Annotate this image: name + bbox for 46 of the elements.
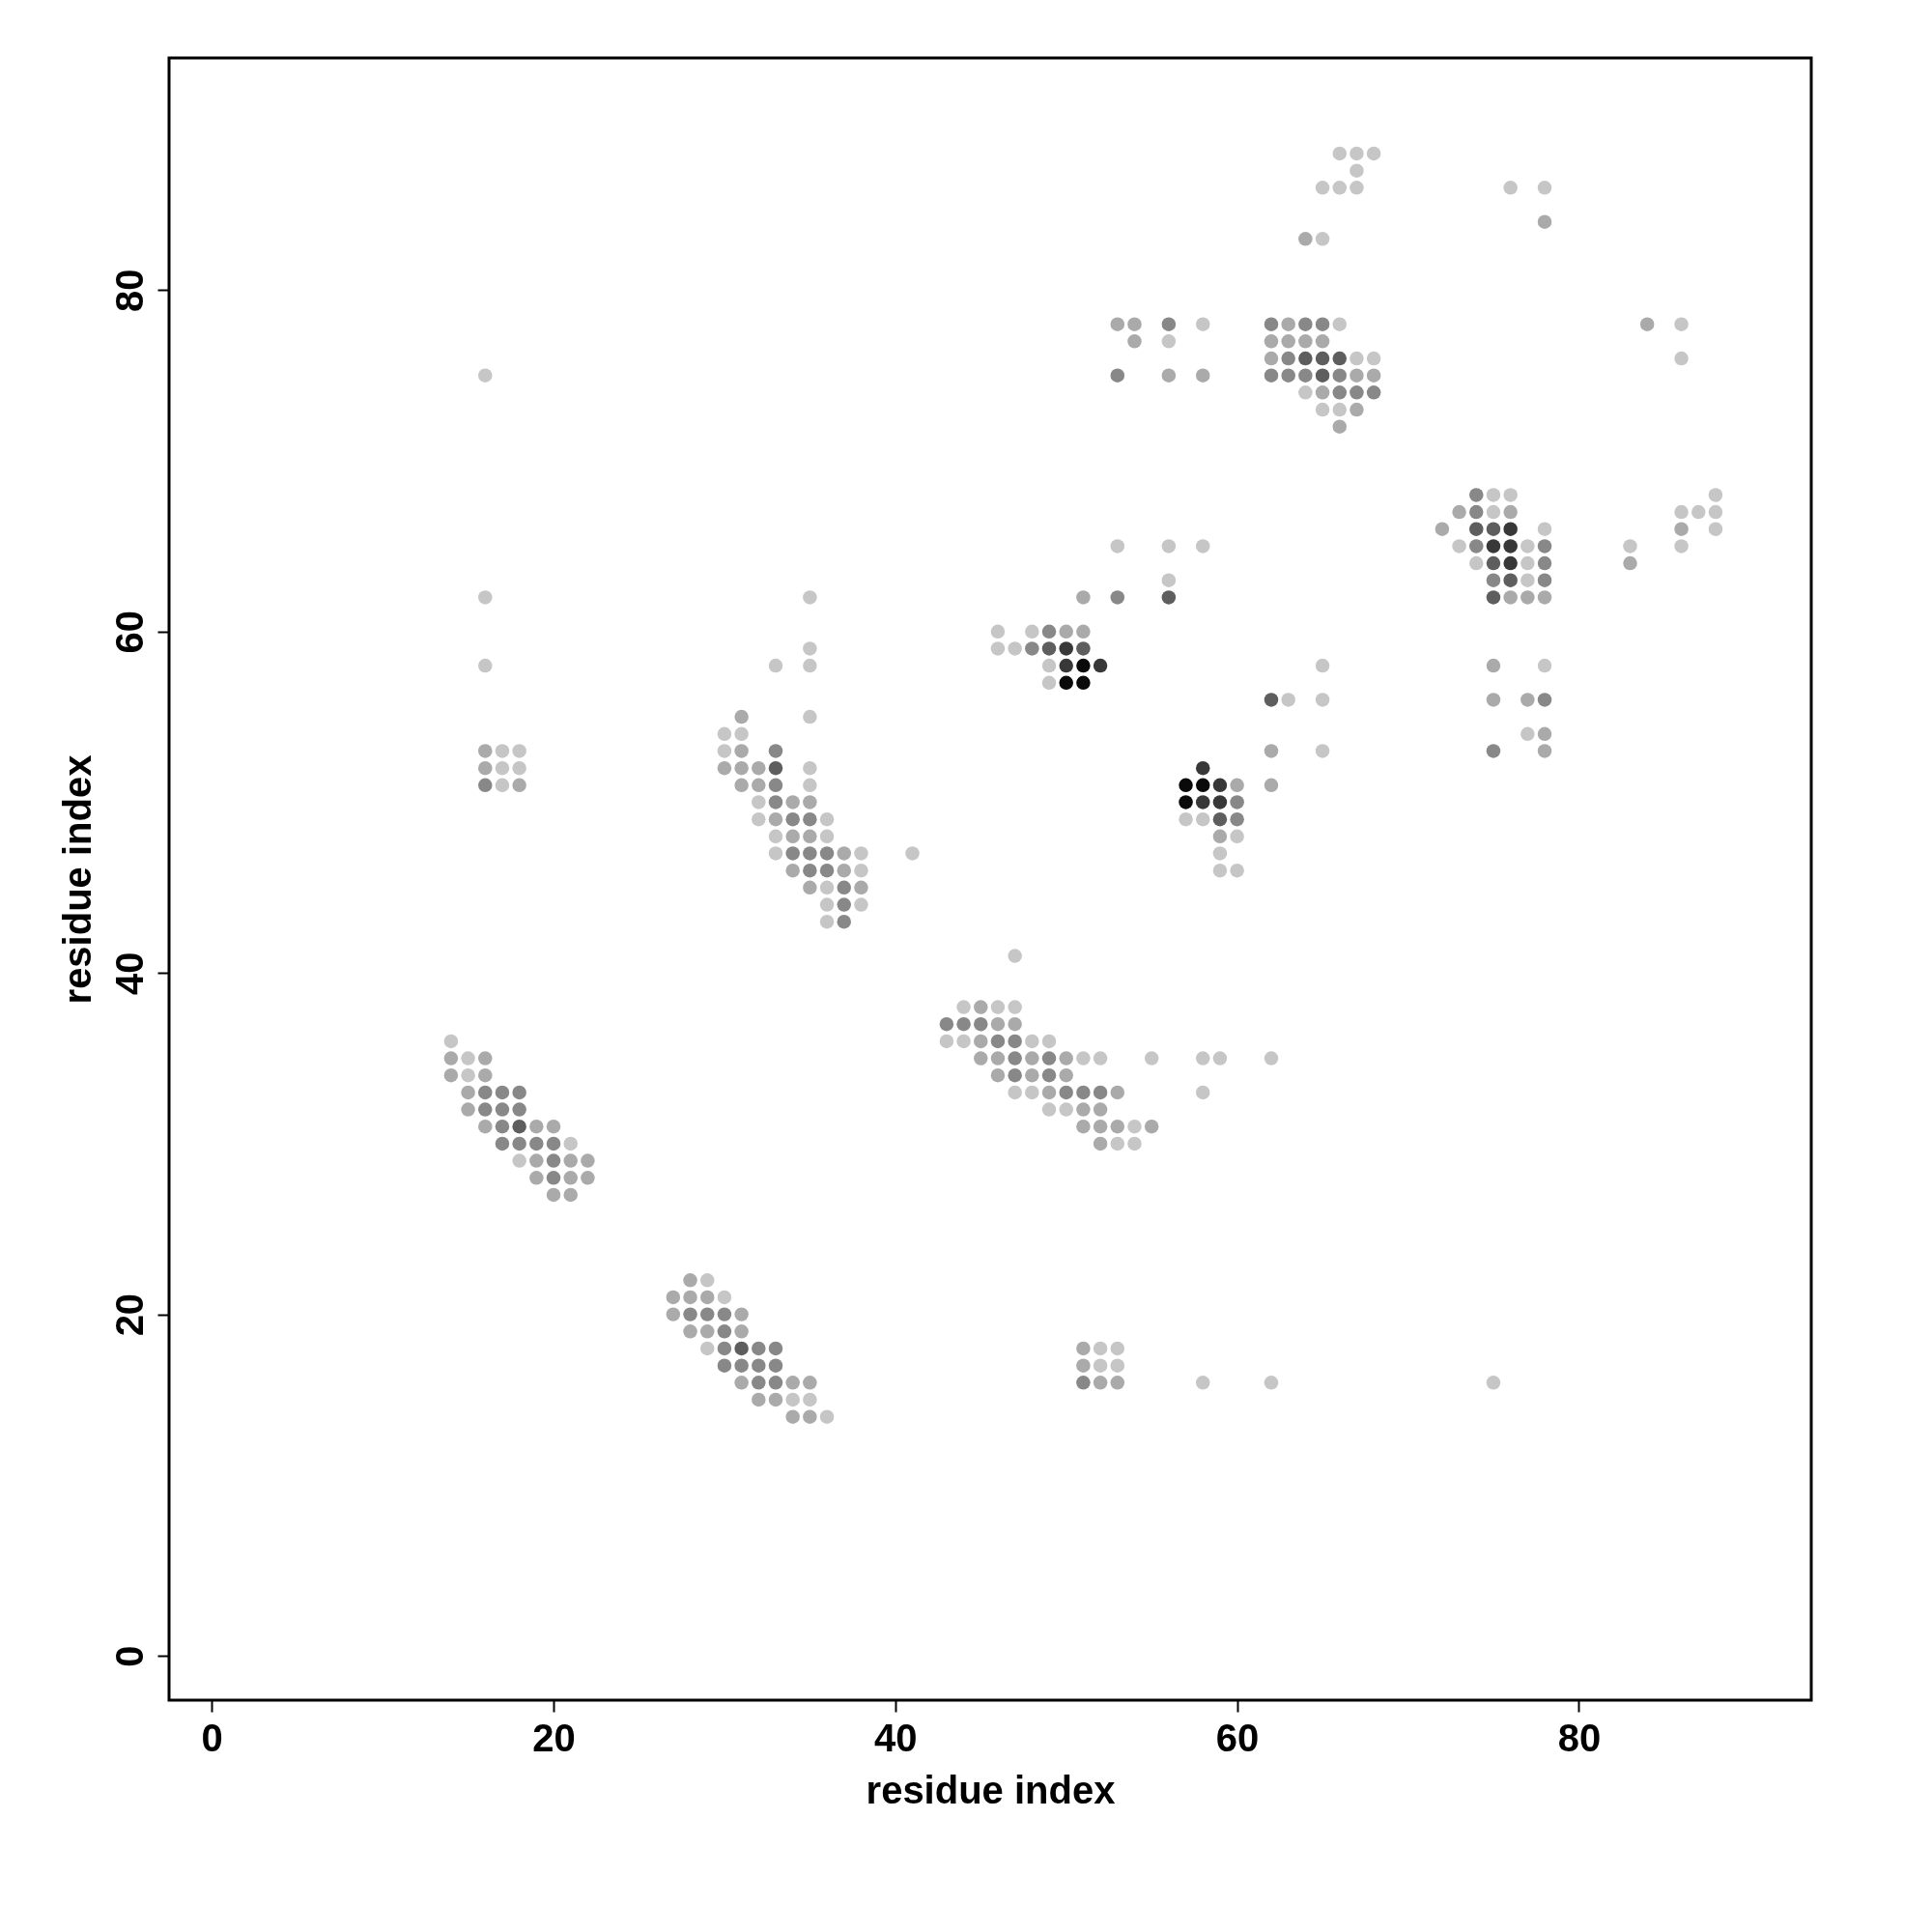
point — [1059, 658, 1073, 673]
y-tick-label: 60 — [107, 611, 151, 654]
point — [1469, 522, 1484, 536]
point — [1212, 811, 1228, 827]
point — [1076, 658, 1091, 673]
y-tick-label: 0 — [107, 1645, 151, 1667]
point — [1179, 795, 1193, 810]
point — [1041, 641, 1057, 656]
point — [1212, 795, 1228, 810]
point — [1503, 573, 1518, 587]
point — [1486, 522, 1501, 536]
point — [1315, 351, 1330, 366]
y-tick-label: 40 — [107, 952, 151, 995]
point — [1503, 555, 1518, 571]
x-tick-label: 80 — [1557, 1716, 1602, 1759]
point — [1486, 555, 1501, 571]
point — [1503, 539, 1518, 554]
point — [1076, 641, 1091, 656]
point — [1264, 693, 1279, 707]
point — [1503, 522, 1518, 536]
x-tick-label: 40 — [874, 1716, 918, 1759]
point — [1195, 778, 1210, 793]
point — [1298, 351, 1313, 366]
point — [1486, 539, 1501, 554]
point — [1332, 351, 1347, 366]
x-axis-title: residue index — [866, 1768, 1116, 1811]
y-tick-label: 80 — [107, 269, 151, 313]
y-axis-title: residue index — [55, 754, 99, 1005]
point — [734, 1341, 749, 1356]
y-tick-label: 20 — [107, 1293, 151, 1337]
x-tick-label: 20 — [532, 1716, 576, 1759]
point — [1179, 778, 1193, 793]
point — [1195, 795, 1210, 810]
point — [1212, 778, 1228, 793]
point — [1093, 658, 1108, 673]
x-tick-label: 60 — [1215, 1716, 1260, 1759]
point — [512, 1120, 526, 1134]
point — [1059, 641, 1073, 656]
point — [768, 760, 783, 776]
x-tick-label: 0 — [201, 1716, 223, 1759]
point — [1486, 590, 1501, 605]
point — [1161, 590, 1177, 605]
point — [1315, 368, 1330, 383]
point — [1195, 760, 1210, 776]
point — [1059, 675, 1073, 691]
point — [1076, 675, 1091, 691]
